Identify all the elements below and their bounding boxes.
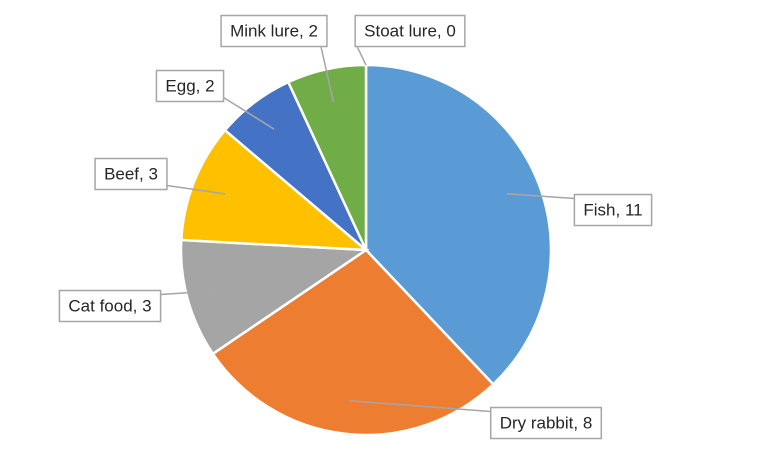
leader-line-dry-rabbit (349, 400, 491, 413)
pie-slice-fish (364, 63, 553, 387)
leader-line-fish (506, 193, 575, 200)
leader-line-cat-food (160, 289, 220, 296)
leader-line-egg (223, 96, 275, 130)
data-label-box-beef (94, 157, 168, 191)
leader-line-mink-lure (320, 46, 335, 103)
data-label-box-fish (573, 193, 653, 227)
leader-line-beef (166, 184, 226, 195)
pie-slice-dry-rabbit (211, 248, 495, 437)
data-label-box-mink-lure (220, 14, 328, 48)
data-label-box-dry-rabbit (489, 406, 603, 440)
pie-slice-cat-food (179, 238, 370, 356)
data-label-box-cat-food (58, 289, 162, 323)
data-label-beef: Beef, 3 (104, 165, 158, 184)
data-label-mink-lure: Mink lure, 2 (230, 22, 318, 41)
data-label-egg: Egg, 2 (165, 77, 214, 96)
data-labels-layer: Fish, 11 Dry rabbit, 8 Cat food, 3 Beef, 3 E… (58, 14, 653, 440)
slices-layer (179, 63, 553, 437)
data-label-dry-rabbit: Dry rabbit, 8 (500, 414, 593, 433)
data-label-box-egg (155, 69, 225, 103)
data-label-fish: Fish, 11 (583, 201, 642, 220)
data-label-cat-food: Cat food, 3 (68, 297, 151, 316)
data-label-stoat-lure: Stoat lure, 0 (364, 22, 456, 41)
pie-slice-beef (179, 128, 370, 252)
data-label-box-stoat-lure (354, 14, 466, 48)
